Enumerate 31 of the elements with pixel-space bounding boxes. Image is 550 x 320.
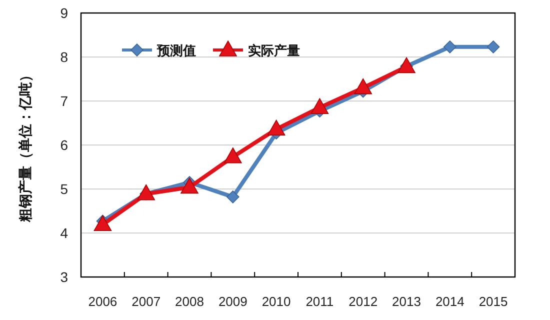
- y-tick-label: 7: [60, 93, 68, 109]
- y-tick-label: 6: [60, 137, 68, 153]
- x-tick-label: 2007: [132, 294, 161, 309]
- point: [267, 120, 286, 136]
- x-tick-label: 2006: [88, 294, 118, 309]
- x-tick-label: 2009: [218, 294, 248, 309]
- y-tick-label: 4: [60, 225, 68, 241]
- y-axis-title: 粗钢产量（单位：亿吨）: [17, 68, 33, 223]
- point: [94, 215, 112, 232]
- y-tick-label: 8: [60, 49, 68, 65]
- point: [137, 184, 155, 200]
- legend-label: 实际产量: [248, 43, 300, 58]
- y-tick-label: 5: [60, 181, 68, 197]
- point: [354, 78, 372, 94]
- legend-label: 预测值: [156, 43, 196, 58]
- y-tick-label: 9: [60, 5, 68, 21]
- point: [180, 178, 198, 194]
- y-tick-label: 3: [60, 269, 68, 285]
- x-tick-label: 2008: [175, 294, 204, 309]
- x-tick-label: 2013: [392, 294, 421, 309]
- x-tick-label: 2012: [348, 294, 378, 309]
- point: [226, 190, 240, 204]
- x-tick-label: 2014: [435, 294, 464, 309]
- point: [486, 40, 500, 54]
- x-tick-label: 2010: [262, 294, 291, 309]
- point: [224, 147, 242, 164]
- x-tick-label: 2011: [306, 294, 334, 309]
- x-tick-label: 2015: [478, 294, 508, 309]
- point: [398, 57, 416, 74]
- point: [310, 98, 329, 114]
- point: [444, 40, 456, 54]
